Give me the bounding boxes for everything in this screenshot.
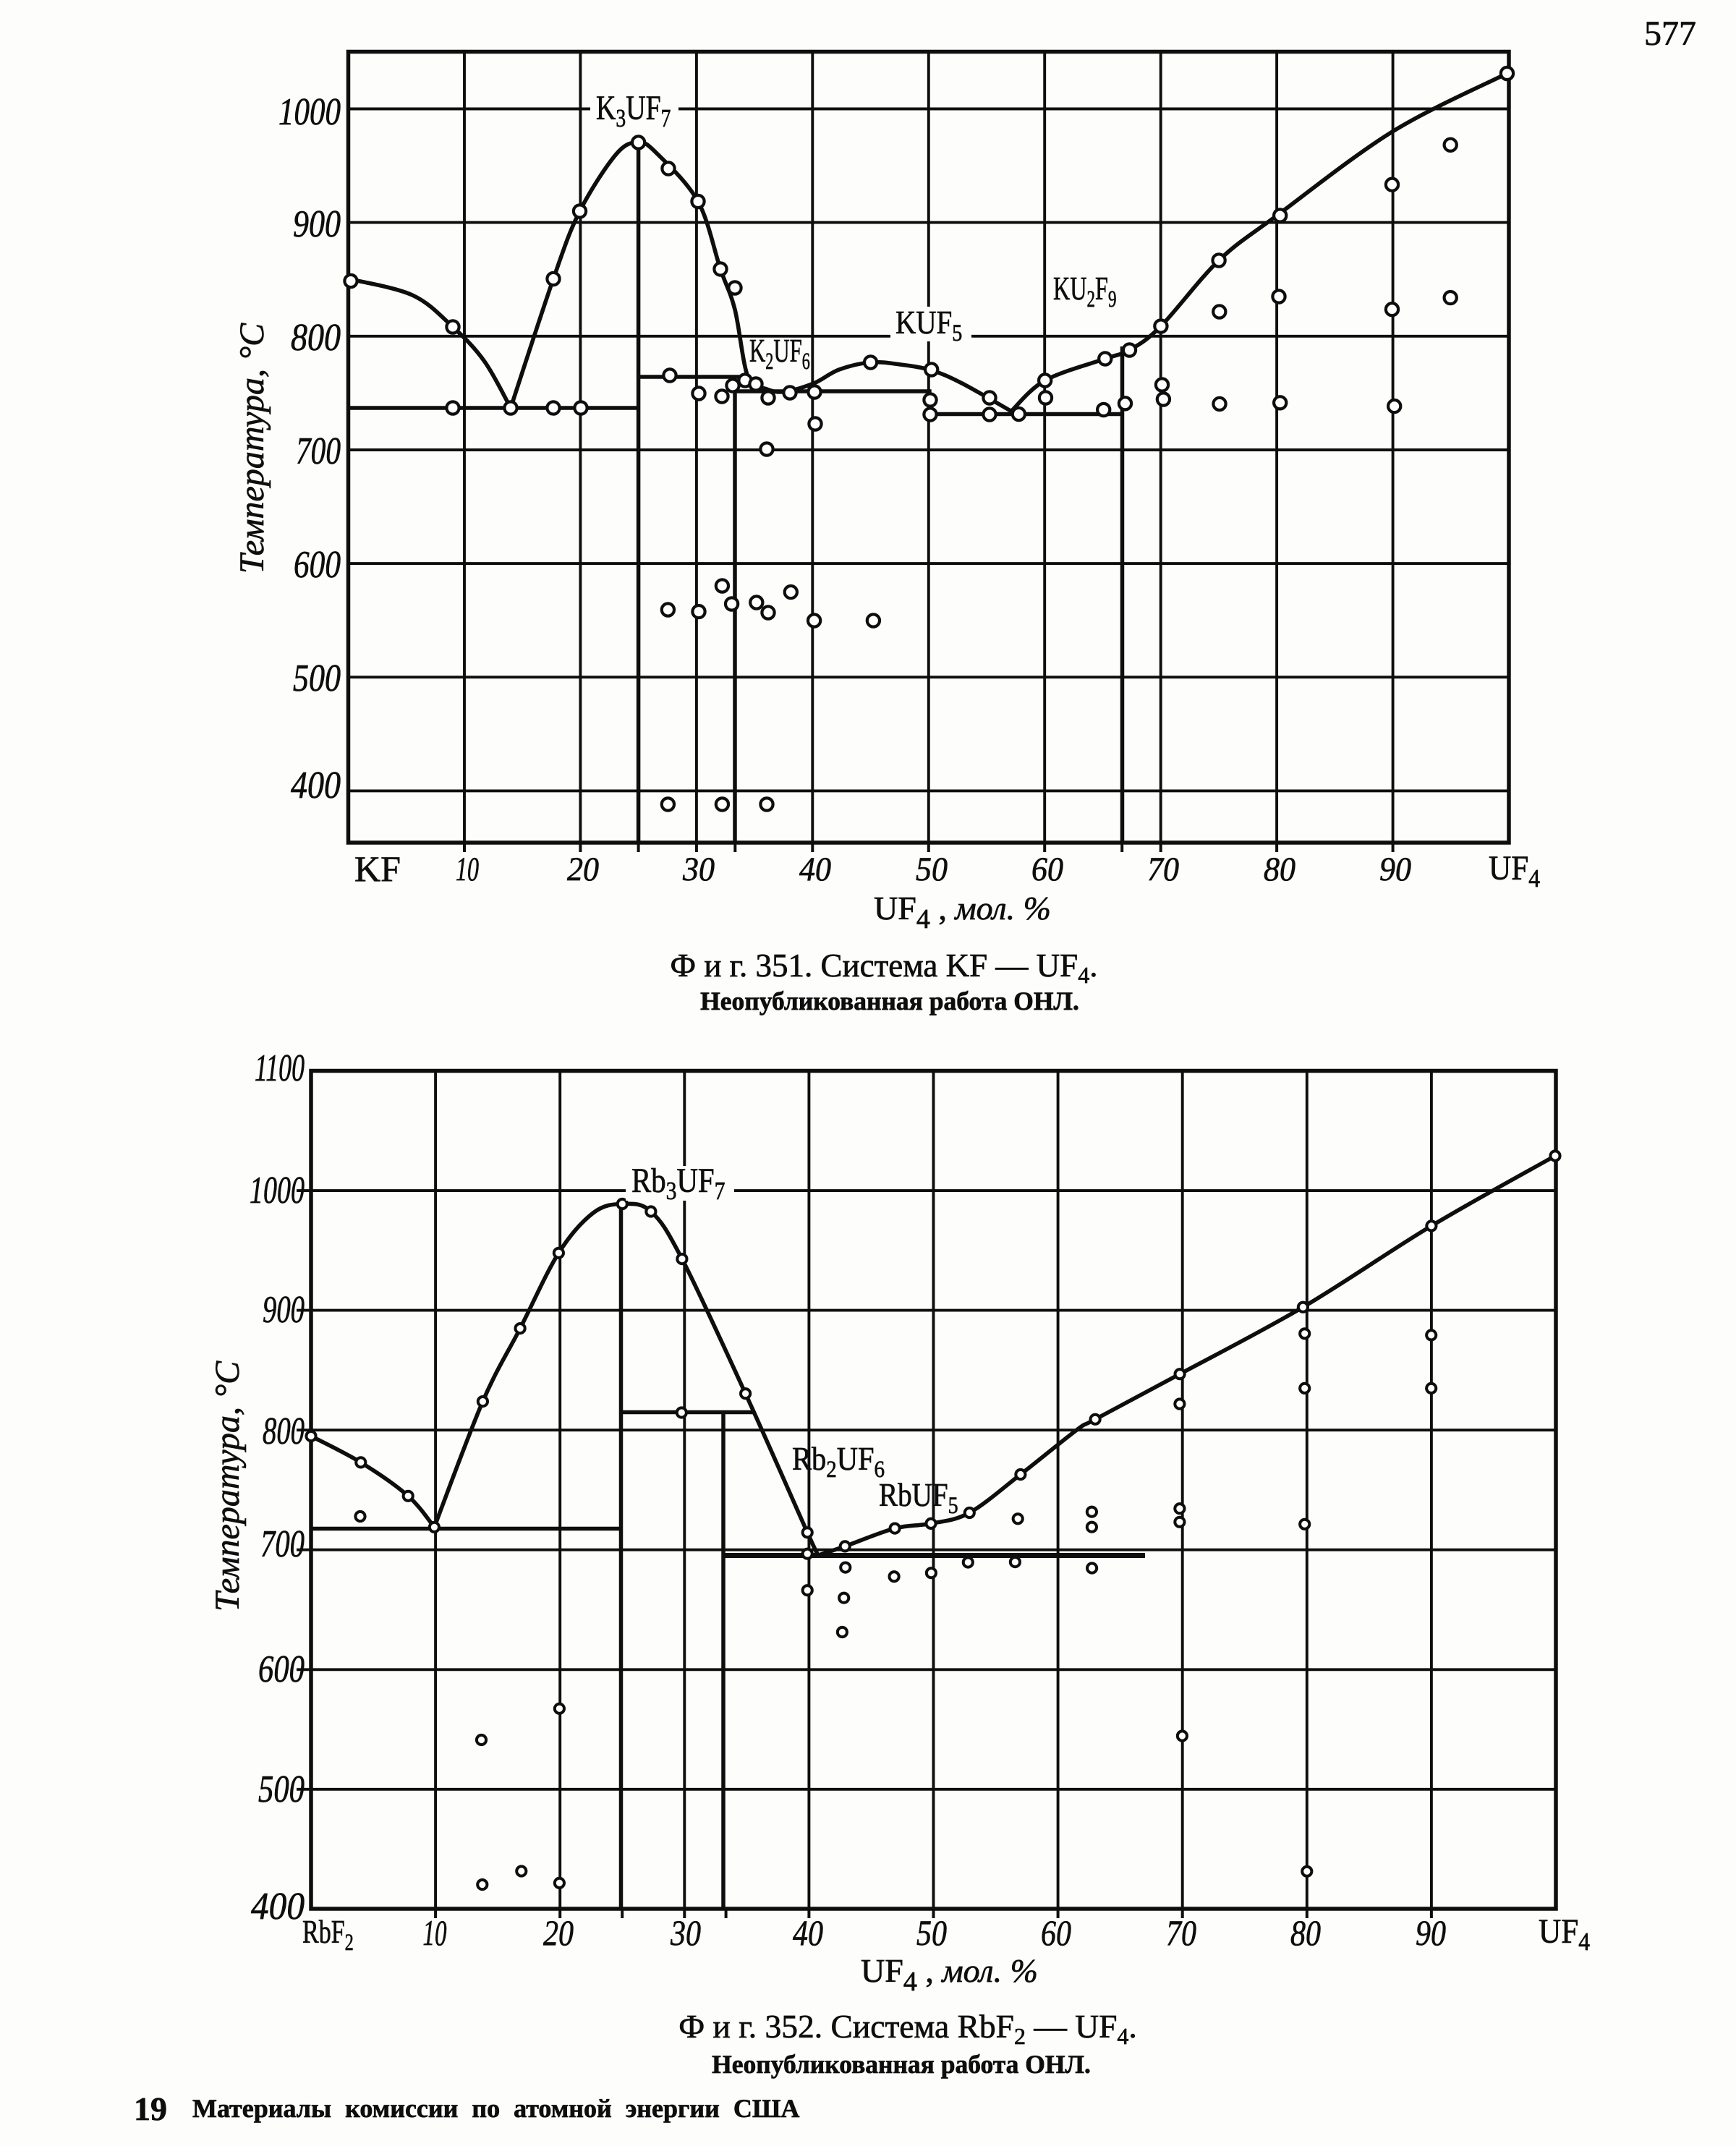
svg-text:Ф и г. 351. Система KF — UF4.: Ф и г. 351. Система KF — UF4. bbox=[671, 948, 1098, 988]
svg-text:900: 900 bbox=[293, 203, 341, 245]
svg-text:600: 600 bbox=[258, 1648, 305, 1690]
svg-text:90: 90 bbox=[1416, 1912, 1446, 1953]
svg-text:80: 80 bbox=[1290, 1912, 1321, 1953]
svg-text:20: 20 bbox=[543, 1912, 574, 1953]
svg-text:600: 600 bbox=[294, 544, 341, 586]
svg-text:1000: 1000 bbox=[278, 91, 341, 133]
svg-text:577: 577 bbox=[1644, 14, 1696, 53]
svg-text:Неопубликованная работа ОНЛ.: Неопубликованная работа ОНЛ. bbox=[700, 987, 1079, 1015]
svg-text:50: 50 bbox=[916, 1912, 947, 1953]
svg-text:500: 500 bbox=[258, 1768, 305, 1810]
svg-text:RbUF5​: RbUF5​ bbox=[879, 1477, 958, 1518]
svg-text:20: 20 bbox=[567, 851, 599, 888]
svg-text:700: 700 bbox=[296, 430, 341, 472]
svg-text:KU2​F9​: KU2​F9​ bbox=[1053, 270, 1116, 312]
svg-text:80: 80 bbox=[1264, 851, 1295, 888]
svg-text:Rb3​UF7​: Rb3​UF7​ bbox=[631, 1161, 725, 1206]
svg-text:800: 800 bbox=[263, 1410, 305, 1452]
svg-text:60: 60 bbox=[1041, 1912, 1071, 1953]
svg-text:19: 19 bbox=[134, 2090, 167, 2127]
svg-text:10: 10 bbox=[456, 851, 479, 888]
svg-text:1000: 1000 bbox=[250, 1170, 305, 1212]
svg-text:KUF5​: KUF5​ bbox=[895, 305, 962, 346]
svg-text:Ф и г. 352. Система RbF2 — UF4: Ф и г. 352. Система RbF2 — UF4. bbox=[678, 2008, 1137, 2049]
svg-text:Температура, °С: Температура, °С bbox=[208, 1361, 247, 1611]
svg-text:800: 800 bbox=[291, 317, 341, 359]
svg-text:KF: KF bbox=[354, 848, 401, 889]
svg-text:Неопубликованная работа ОНЛ.: Неопубликованная работа ОНЛ. bbox=[712, 2050, 1091, 2079]
svg-text:Rb2​UF6​: Rb2​UF6​ bbox=[792, 1441, 885, 1483]
svg-text:30: 30 bbox=[670, 1912, 701, 1953]
svg-text:500: 500 bbox=[293, 657, 341, 699]
svg-text:UF4​: UF4​ bbox=[1539, 1912, 1590, 1956]
svg-text:UF4 , мол. %: UF4 , мол. % bbox=[874, 890, 1051, 934]
svg-text:10: 10 bbox=[423, 1912, 447, 1953]
svg-text:40: 40 bbox=[799, 851, 831, 888]
svg-text:30: 30 bbox=[682, 851, 715, 888]
svg-text:UF4​: UF4​ bbox=[1489, 848, 1540, 893]
svg-text:60: 60 bbox=[1031, 851, 1063, 888]
svg-text:Температура, °С: Температура, °С bbox=[233, 323, 271, 574]
svg-text:400: 400 bbox=[251, 1886, 305, 1928]
svg-text:400: 400 bbox=[291, 765, 341, 806]
svg-text:RbF2​: RbF2​ bbox=[302, 1913, 354, 1956]
svg-text:50: 50 bbox=[916, 851, 948, 888]
svg-text:Материалы комиссии по атомной: Материалы комиссии по атомной энергии СШ… bbox=[192, 2094, 799, 2123]
svg-text:70: 70 bbox=[1166, 1912, 1196, 1953]
svg-text:70: 70 bbox=[1147, 851, 1179, 888]
svg-text:K2​UF6​: K2​UF6​ bbox=[749, 333, 810, 375]
svg-text:90: 90 bbox=[1379, 851, 1411, 888]
svg-text:700: 700 bbox=[260, 1523, 305, 1565]
svg-text:40: 40 bbox=[793, 1912, 823, 1953]
svg-text:K3​UF7​: K3​UF7​ bbox=[596, 89, 671, 132]
svg-text:1100: 1100 bbox=[255, 1047, 305, 1089]
svg-text:900: 900 bbox=[263, 1289, 305, 1331]
